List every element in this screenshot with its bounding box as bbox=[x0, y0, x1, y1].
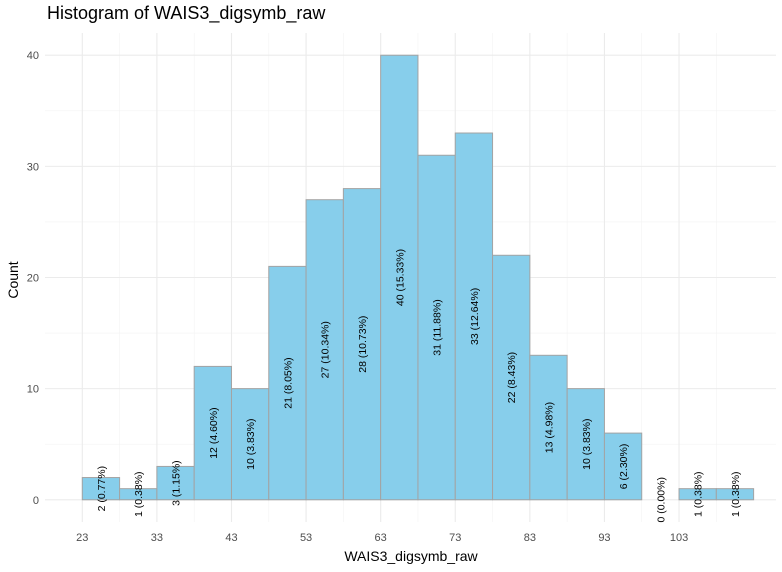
bar-data-label: 10 (3.83%) bbox=[245, 419, 257, 470]
bar-data-label: 1 (0.38%) bbox=[730, 471, 742, 517]
histogram-bar bbox=[603, 432, 643, 501]
y-tick-label: 30 bbox=[27, 161, 39, 173]
chart-title: Histogram of WAIS3_digsymb_raw bbox=[47, 3, 326, 24]
bar-data-label: 0 (0.00%) bbox=[655, 477, 667, 523]
bar-data-label: 3 (1.15%) bbox=[171, 460, 183, 506]
histogram-bar bbox=[193, 365, 232, 501]
bars bbox=[81, 54, 755, 501]
x-tick-label: 33 bbox=[151, 532, 163, 544]
histogram-bar bbox=[454, 132, 494, 501]
bar-data-label: 1 (0.38%) bbox=[133, 471, 145, 517]
histogram-bar bbox=[342, 188, 382, 501]
histogram-bar bbox=[268, 265, 307, 501]
histogram-bar bbox=[492, 254, 531, 501]
x-axis-label: WAIS3_digsymb_raw bbox=[344, 548, 478, 564]
bar-data-label: 40 (15.33%) bbox=[394, 249, 406, 306]
bar-data-label: 22 (8.43%) bbox=[506, 352, 518, 403]
histogram-bar bbox=[715, 488, 755, 501]
x-tick-label: 53 bbox=[300, 532, 312, 544]
histogram-bar bbox=[566, 388, 605, 501]
histogram-bar bbox=[417, 154, 456, 501]
y-tick-label: 10 bbox=[27, 384, 39, 396]
bar-data-label: 33 (12.64%) bbox=[469, 288, 481, 345]
y-axis-label: Count bbox=[5, 261, 21, 298]
bar-data-label: 12 (4.60%) bbox=[208, 407, 220, 458]
bar-data-label: 13 (4.98%) bbox=[543, 402, 555, 453]
x-tick-label: 83 bbox=[524, 532, 536, 544]
histogram-bar bbox=[305, 199, 344, 501]
x-tick-label: 103 bbox=[670, 532, 688, 544]
bar-data-label: 10 (3.83%) bbox=[581, 419, 593, 470]
x-tick-label: 23 bbox=[76, 532, 88, 544]
bar-data-label: 27 (10.34%) bbox=[320, 321, 332, 378]
bar-data-label: 1 (0.38%) bbox=[693, 471, 705, 517]
y-tick-label: 40 bbox=[27, 50, 39, 62]
histogram-bar bbox=[156, 465, 195, 501]
y-tick-label: 0 bbox=[33, 495, 39, 507]
x-tick-label: 93 bbox=[598, 532, 610, 544]
y-axis-ticks: 0 10 20 30 40 bbox=[27, 50, 39, 507]
histogram-bar bbox=[380, 54, 419, 501]
bar-data-labels: 2 (0.77%) 1 (0.38%) 3 (1.15%) 12 (4.60%) 10 … bbox=[96, 249, 742, 523]
x-tick-label: 73 bbox=[449, 532, 461, 544]
bar-data-label: 31 (11.88%) bbox=[432, 299, 444, 355]
x-tick-label: 43 bbox=[225, 532, 237, 544]
bar-data-label: 28 (10.73%) bbox=[357, 316, 369, 373]
bar-data-label: 2 (0.77%) bbox=[96, 466, 108, 512]
x-tick-label: 63 bbox=[375, 532, 387, 544]
histogram-bar bbox=[529, 354, 568, 501]
bar-data-label: 6 (2.30%) bbox=[618, 444, 630, 490]
y-tick-label: 20 bbox=[27, 273, 39, 285]
x-axis-ticks: 23 33 43 53 63 73 83 93 103 bbox=[76, 532, 688, 544]
bar-data-label: 21 (8.05%) bbox=[282, 357, 294, 408]
histogram-bar bbox=[230, 388, 270, 501]
